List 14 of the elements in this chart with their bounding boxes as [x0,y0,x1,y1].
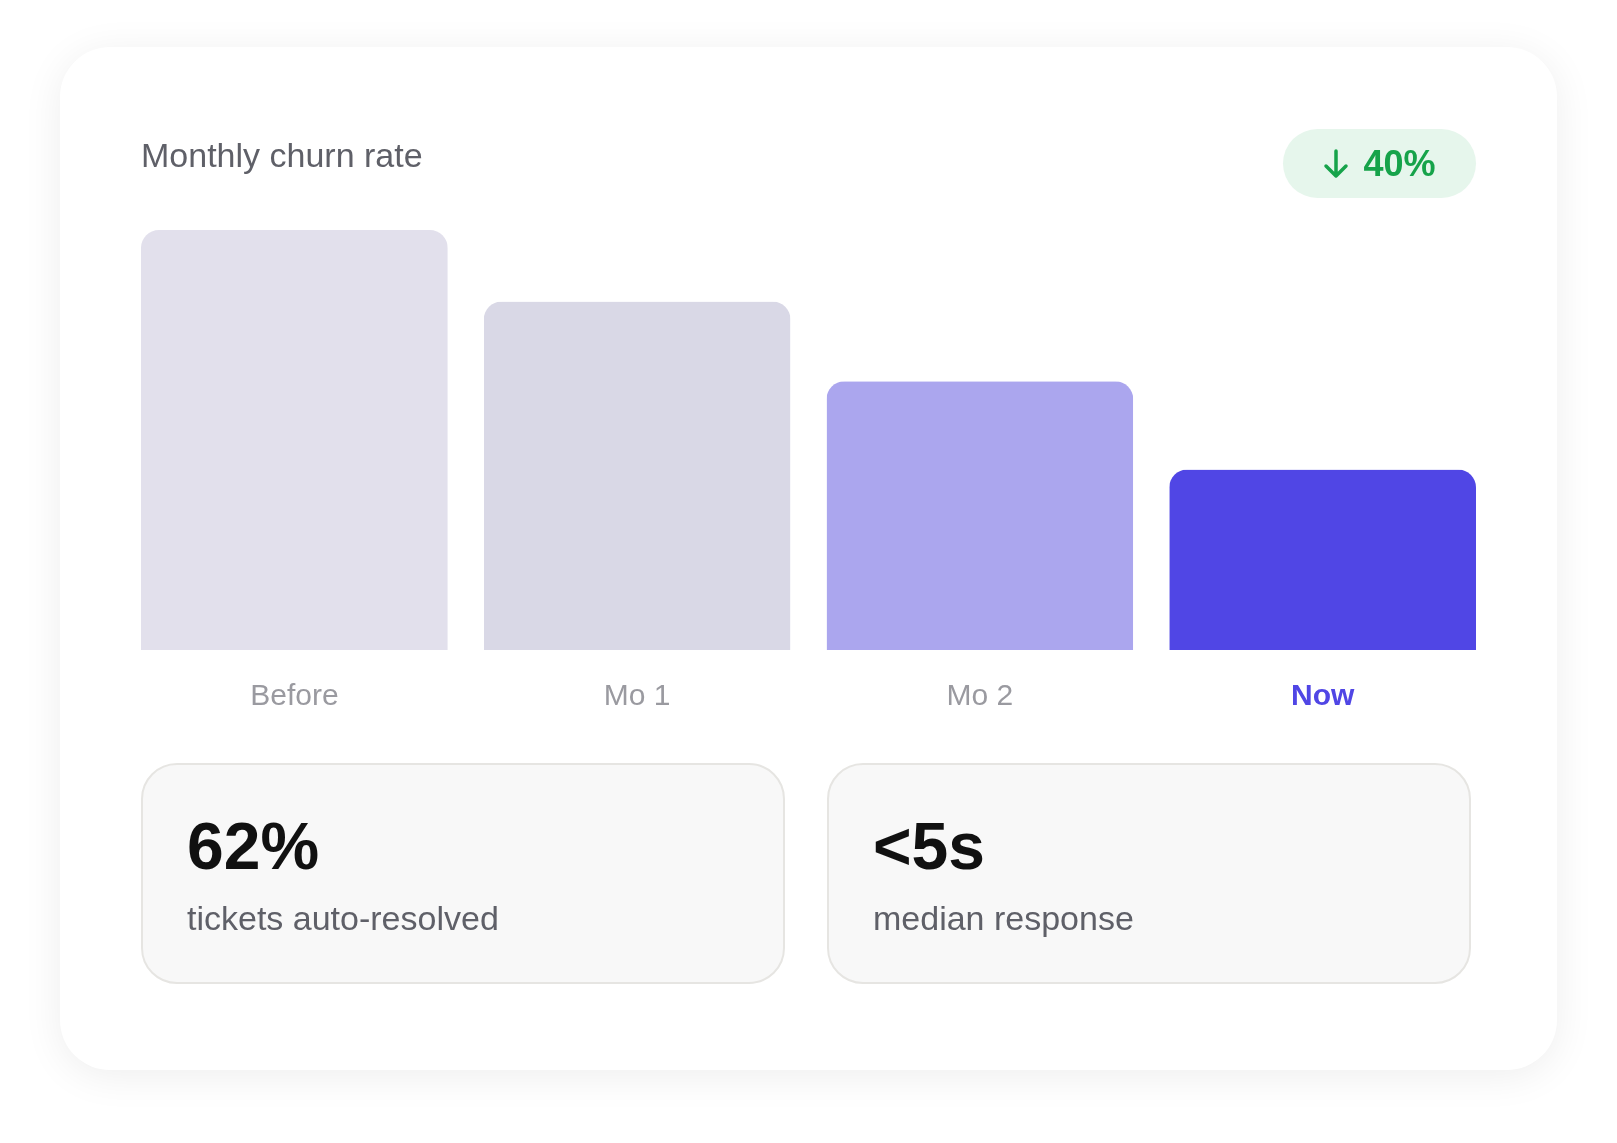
text: 40% [1363,142,1436,185]
x-tick-label: Mo 1 [603,677,671,711]
bar [1169,469,1476,650]
x-tick-label: Now [1290,677,1355,711]
text: median response [873,899,1135,938]
text: tickets auto-resolved [187,899,500,938]
bar [483,301,791,650]
chart-title: Monthly churn rate [141,136,423,174]
bar [826,381,1134,650]
x-tick-label: Before [250,677,339,711]
x-tick-label: Mo 2 [946,677,1014,711]
text: <5s [873,809,986,883]
bar [141,230,448,650]
text: 62% [187,809,321,883]
